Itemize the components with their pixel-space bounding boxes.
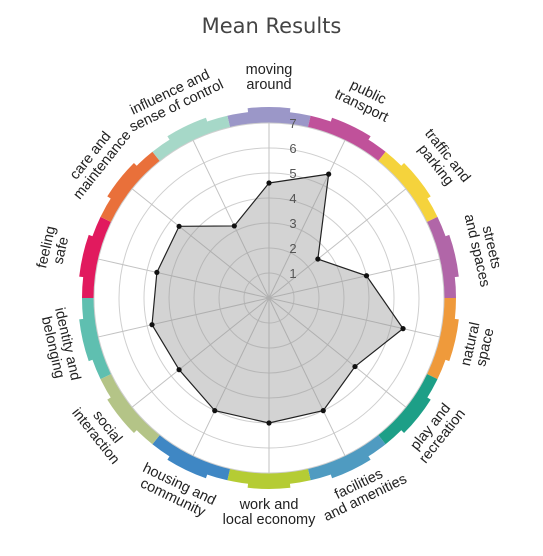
data-point (176, 223, 182, 229)
category-label-moving-around: moving around (246, 62, 293, 93)
radial-tick-labels: 1 2 3 4 5 6 7 (289, 116, 296, 281)
ring-segment-block-play-and-recreation (392, 390, 431, 434)
data-point (315, 256, 321, 262)
category-label-natural-space: naturalspace (458, 321, 498, 371)
category-label-line: local economy (223, 512, 316, 528)
data-point (212, 408, 218, 414)
ring-segment-block-identity-and-belonging (79, 317, 104, 362)
ring-segment-block-facilities-and-amenities (326, 446, 371, 479)
grid-spoke (268, 297, 440, 338)
category-label-work-and-local-economy: work and local economy (223, 497, 316, 528)
category-label-line: safe (50, 235, 72, 265)
grid-spoke (192, 140, 270, 299)
series-polygon (151, 173, 404, 424)
grid-spoke (268, 297, 407, 408)
data-point (352, 363, 358, 370)
grid-spoke (268, 297, 346, 456)
category-label-streets-and-spaces: streetsand spaces (461, 209, 508, 289)
grid-spoke (268, 140, 346, 299)
category-label-public-transport: publictransport (332, 73, 397, 126)
category-label-line: work and (239, 497, 299, 513)
ring-segment-block-social-interaction (107, 390, 146, 434)
ring-segment-block-natural-space (434, 317, 459, 362)
grid-spoke (131, 188, 270, 299)
category-color-ring (79, 107, 459, 489)
category-label-feeling-safe: feelingsafe (34, 225, 74, 274)
category-label-line: moving (246, 62, 293, 78)
grid-spoke (98, 297, 270, 338)
data-point (231, 223, 237, 229)
tick-label: 1 (289, 266, 296, 281)
tick-label: 6 (289, 141, 296, 156)
grid-spoke (192, 297, 270, 456)
ring-segment-block-traffic-and-parking (392, 162, 431, 206)
category-label-line: around (246, 77, 291, 93)
data-point (149, 322, 155, 328)
data-point (363, 273, 370, 279)
ring-segment-block-streets-and-spaces (434, 234, 459, 279)
grid-spoke (268, 188, 407, 299)
category-label-identity-and-belonging: identity andbelonging (37, 306, 84, 385)
grid-spoke (268, 258, 440, 299)
category-label-text: naturalspace (458, 321, 498, 371)
radar-grid (93, 122, 445, 474)
category-label-text: work and local economy (223, 497, 316, 528)
category-label-text: moving around (246, 62, 293, 93)
chart-title: Mean Results (201, 14, 342, 38)
tick-label: 5 (289, 166, 296, 181)
category-label-text: feelingsafe (34, 225, 74, 274)
ring-segment-block-housing-and-community (167, 446, 212, 479)
data-point (154, 269, 160, 276)
grid-spoke (98, 258, 270, 299)
grid-spoke (131, 297, 270, 408)
category-label-text: identity andbelonging (37, 306, 84, 385)
tick-label: 7 (289, 116, 296, 131)
data-point (400, 326, 406, 332)
category-label-text: streetsand spaces (461, 209, 508, 288)
data-point (266, 420, 272, 426)
tick-label: 4 (289, 191, 296, 206)
tick-label: 2 (289, 241, 296, 256)
ring-segment-block-feeling-safe (79, 234, 104, 279)
data-point (326, 171, 332, 177)
category-label-text: publictransport (332, 73, 397, 126)
tick-label: 3 (289, 216, 296, 231)
ring-segment-block-care-and-maintenance (107, 162, 146, 206)
data-point (266, 180, 272, 186)
data-series (149, 171, 406, 426)
ring-segment-block-moving-around (247, 107, 291, 125)
data-point (320, 408, 326, 414)
ring-segment-block-work-and-local-economy (247, 471, 291, 489)
data-point (176, 367, 182, 373)
ring-segment-block-public-transport (326, 117, 371, 150)
ring-segment-block-influence-and-sense-of-control (167, 117, 212, 150)
